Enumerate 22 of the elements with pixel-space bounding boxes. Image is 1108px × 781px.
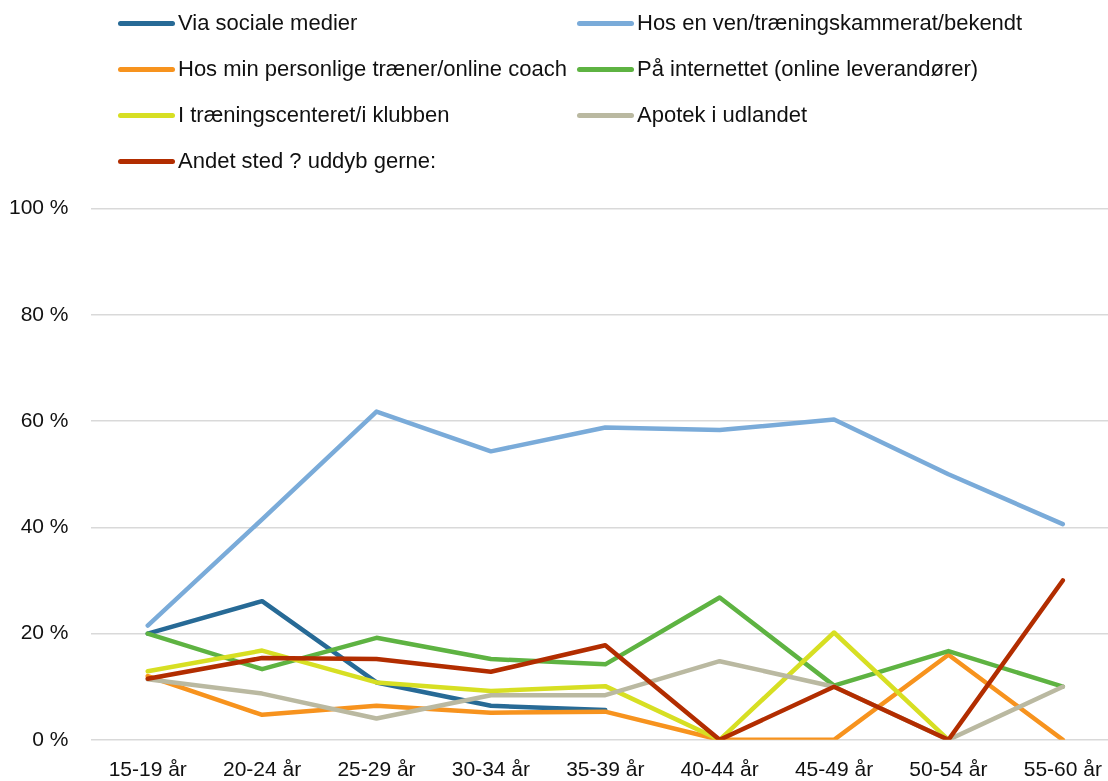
legend-label: Apotek i udlandet bbox=[637, 102, 808, 128]
x-tick-label: 45-49 år bbox=[794, 757, 874, 781]
x-tick-label: 20-24 år bbox=[223, 757, 302, 781]
x-tick-label: 50-54 år bbox=[909, 757, 988, 781]
y-tick-label: 100 % bbox=[9, 195, 69, 219]
y-tick-label: 0 % bbox=[32, 726, 69, 750]
x-tick-label: 35-39 år bbox=[566, 757, 645, 781]
legend-label: Hos en ven/træningskammerat/bekendt bbox=[637, 10, 1023, 36]
x-tick-label: 55-60 år bbox=[1023, 757, 1102, 781]
legend-label: Hos min personlige træner/online coach bbox=[178, 56, 567, 82]
x-tick-label: 15-19 år bbox=[108, 757, 187, 781]
x-tick-label: 30-34 år bbox=[451, 757, 530, 781]
y-tick-label: 80 % bbox=[20, 301, 69, 325]
legend-label: Andet sted ? uddyb gerne: bbox=[178, 148, 437, 174]
x-tick-label: 40-44 år bbox=[680, 757, 759, 781]
y-tick-label: 20 % bbox=[20, 620, 69, 644]
legend-label: I træningscenteret/i klubben bbox=[178, 102, 450, 128]
y-tick-label: 40 % bbox=[20, 514, 69, 538]
legend-label: Via sociale medier bbox=[178, 10, 358, 36]
legend-label: På internettet (online leverandører) bbox=[637, 56, 979, 82]
x-tick-label: 25-29 år bbox=[337, 757, 416, 781]
y-tick-label: 60 % bbox=[20, 407, 69, 431]
